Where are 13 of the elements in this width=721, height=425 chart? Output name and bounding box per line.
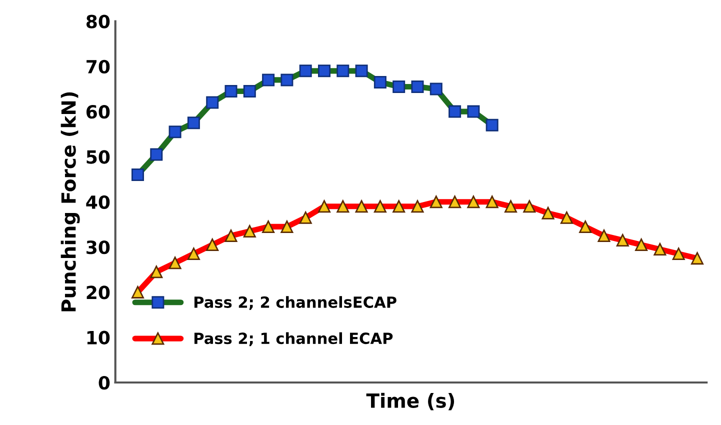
legend-label: Pass 2; 2 channelsECAP	[194, 296, 396, 310]
y-tick-label: 50	[86, 150, 110, 164]
y-tick-label: 70	[86, 60, 110, 74]
y-axis-title: Punching Force (kN)	[60, 92, 80, 312]
y-tick-label: 40	[86, 195, 110, 209]
y-tick-label: 30	[86, 240, 110, 254]
legend-label: Pass 2; 1 channel ECAP	[194, 332, 393, 346]
y-tick-label: 10	[87, 330, 110, 344]
y-tick-label: 60	[86, 105, 110, 119]
y-tick-label: 0	[98, 376, 110, 390]
y-tick-label: 80	[86, 14, 110, 28]
y-tick-label: 20	[86, 286, 110, 300]
x-axis-title: Time (s)	[366, 392, 454, 410]
